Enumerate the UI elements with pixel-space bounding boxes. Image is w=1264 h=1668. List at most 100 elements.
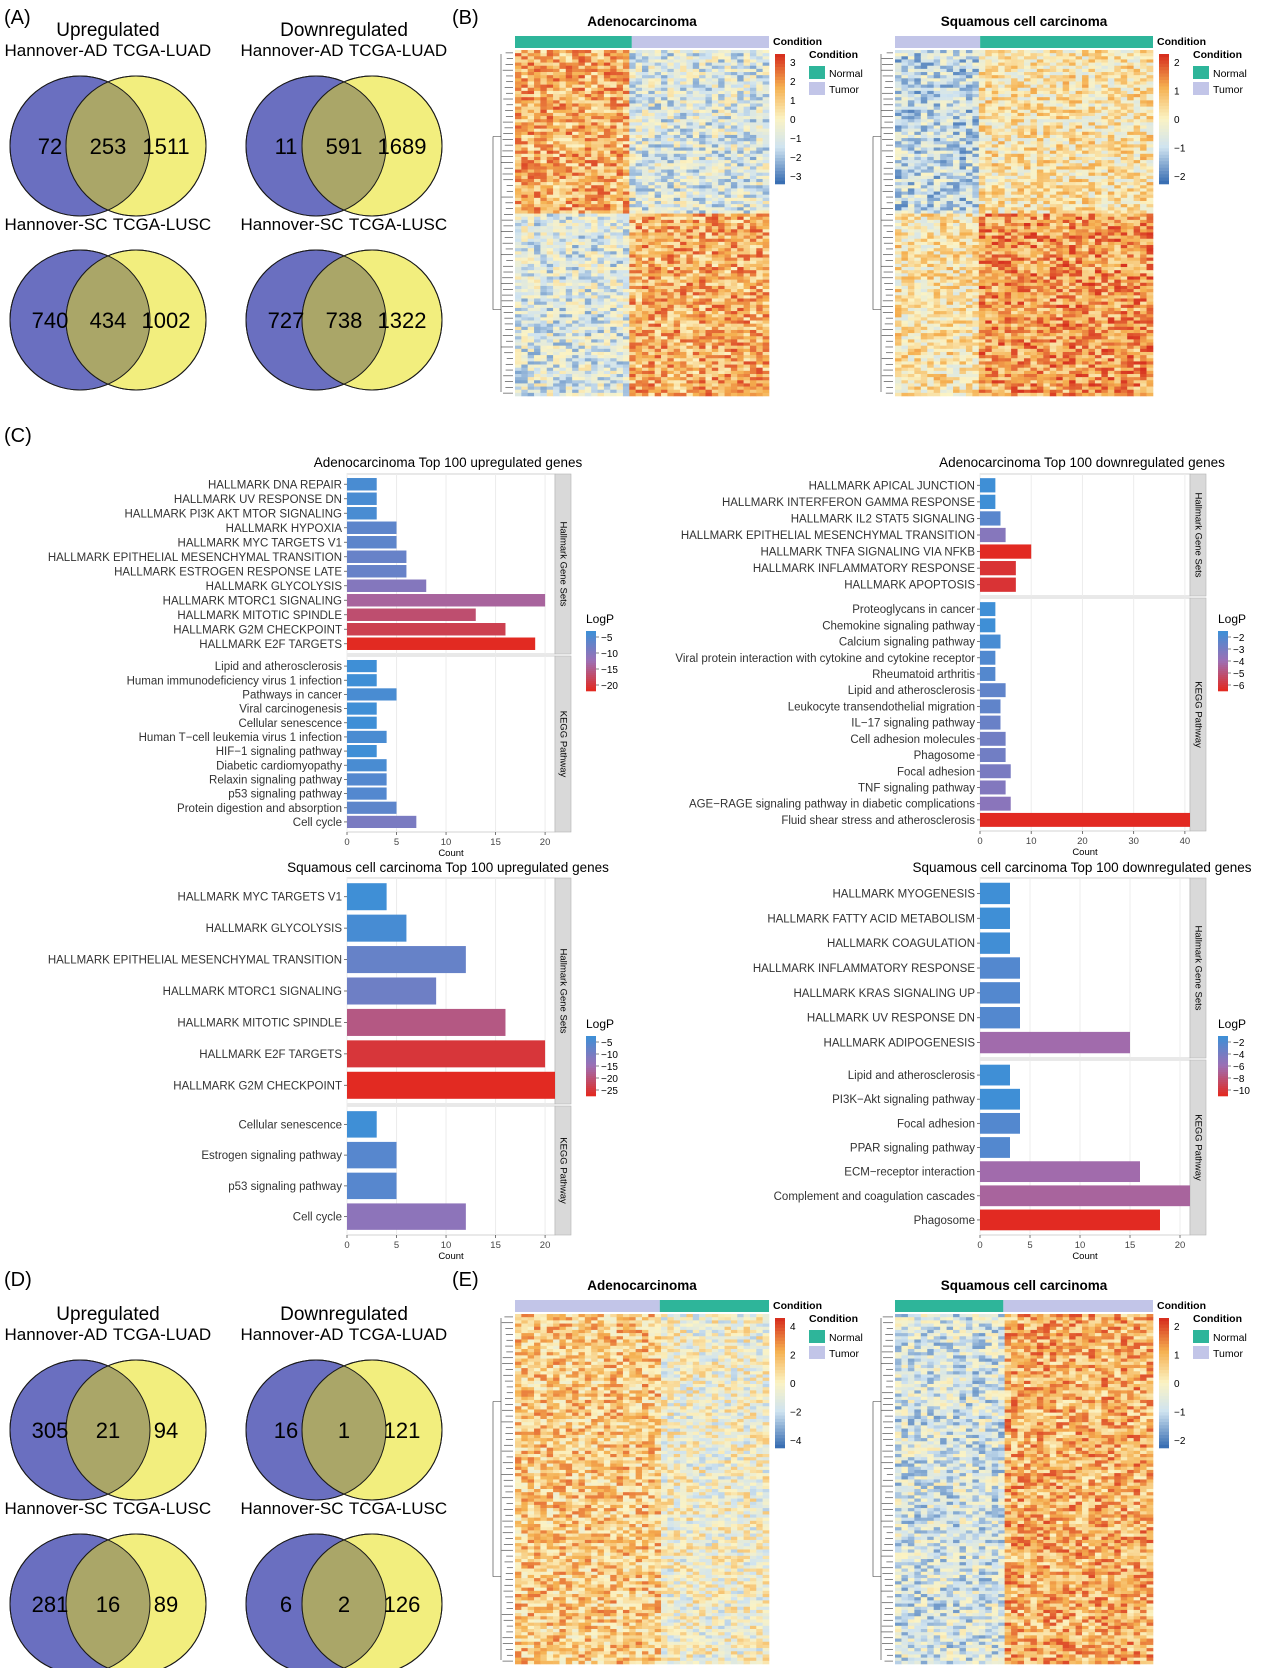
heatmap-cell <box>673 273 681 277</box>
heatmap-cell <box>572 134 579 139</box>
heatmap-cell <box>642 364 649 368</box>
heatmap-cell <box>629 103 636 107</box>
heatmap-cell <box>901 194 909 199</box>
heatmap-cell <box>692 160 700 164</box>
condition-legend-label: Normal <box>829 68 863 80</box>
heatmap-cell <box>661 213 668 218</box>
heatmap-cell <box>629 270 636 274</box>
heatmap-cell <box>673 386 681 391</box>
heatmap-cell <box>901 62 909 67</box>
heatmap-cell <box>597 307 605 312</box>
heatmap-cell <box>578 210 586 214</box>
heatmap-cell <box>578 81 586 85</box>
heatmap-cell <box>673 311 681 315</box>
heatmap-cell <box>610 251 617 255</box>
heatmap-cell <box>730 329 738 334</box>
color-scale-step <box>775 138 785 143</box>
heatmap-cell <box>705 194 713 199</box>
heatmap-cell <box>584 62 592 67</box>
heatmap-cell <box>711 389 719 394</box>
heatmap-cell <box>711 109 719 114</box>
heatmap-cell <box>914 125 922 129</box>
heatmap-cell <box>718 182 725 186</box>
heatmap-cell <box>737 97 744 101</box>
heatmap-cell <box>546 235 554 240</box>
heatmap-cell <box>737 389 744 394</box>
heatmap-cell <box>724 53 732 57</box>
heatmap-cell <box>680 351 687 356</box>
heatmap-cell <box>584 386 592 391</box>
heatmap-cell <box>546 134 554 139</box>
heatmap-cell <box>635 216 643 221</box>
venn-overlap <box>302 76 386 216</box>
venn-right-outline <box>301 249 443 391</box>
heatmap-cell <box>642 263 649 268</box>
heatmap-cell <box>534 65 541 70</box>
heatmap-cell <box>648 292 655 296</box>
heatmap-cell <box>642 298 649 302</box>
heatmap-cell <box>622 78 630 82</box>
heatmap-cell <box>673 383 681 387</box>
heatmap-cell <box>635 125 643 129</box>
heatmap-cell <box>584 257 592 262</box>
heatmap-cell <box>743 175 751 180</box>
heatmap-cell <box>527 333 535 337</box>
heatmap-cell <box>622 172 630 177</box>
heatmap-cell <box>654 216 662 221</box>
heatmap-cell <box>749 166 757 170</box>
heatmap-cell <box>762 336 770 340</box>
heatmap-cell <box>559 65 567 70</box>
heatmap-cell <box>730 292 738 296</box>
heatmap-cell <box>718 260 725 265</box>
heatmap-cell <box>699 194 706 199</box>
heatmap-cell <box>565 285 573 290</box>
heatmap-cell <box>546 62 554 67</box>
heatmap-cell <box>743 326 751 331</box>
heatmap-cell <box>724 298 732 302</box>
heatmap-cell <box>661 160 668 164</box>
heatmap-cell <box>527 351 535 356</box>
heatmap-cell <box>737 178 744 183</box>
heatmap-cell <box>756 175 763 180</box>
heatmap-cell <box>680 254 687 258</box>
venn-right-outline <box>301 75 443 217</box>
heatmap-cell <box>692 342 700 346</box>
heatmap-cell <box>572 153 579 158</box>
heatmap-cell <box>622 141 630 145</box>
heatmap-cell <box>711 122 719 126</box>
heatmap-cell <box>559 301 567 306</box>
heatmap-cell <box>616 53 624 57</box>
heatmap-cell <box>642 311 649 315</box>
heatmap-cell <box>565 62 573 67</box>
heatmap-cell <box>648 364 655 368</box>
heatmap-cell <box>584 292 592 296</box>
heatmap-cell <box>553 245 560 249</box>
heatmap-cell <box>673 81 681 85</box>
heatmap-cell <box>699 377 706 381</box>
heatmap-cell <box>667 333 675 337</box>
heatmap-cell <box>724 194 732 199</box>
heatmap-cell <box>705 125 713 129</box>
heatmap-cell <box>718 197 725 202</box>
heatmap-cell <box>610 301 617 306</box>
heatmap-cell <box>578 194 586 199</box>
heatmap-cell <box>629 156 636 161</box>
heatmap-cell <box>762 273 770 277</box>
heatmap-cell <box>692 295 700 299</box>
heatmap-cell <box>629 223 636 227</box>
heatmap-cell <box>616 68 624 73</box>
heatmap-cell <box>914 62 922 67</box>
heatmap-cell <box>546 267 554 271</box>
heatmap-cell <box>540 377 548 381</box>
heatmap-cell <box>622 147 630 151</box>
heatmap-cell <box>718 367 725 372</box>
heatmap-cell <box>692 81 700 85</box>
heatmap-cell <box>559 251 567 255</box>
heatmap-cell <box>743 97 751 101</box>
heatmap-cell <box>718 295 725 299</box>
heatmap-cell <box>673 78 681 82</box>
heatmap-cell <box>565 200 573 205</box>
heatmap-cell <box>661 226 668 230</box>
heatmap-cell <box>648 122 655 126</box>
